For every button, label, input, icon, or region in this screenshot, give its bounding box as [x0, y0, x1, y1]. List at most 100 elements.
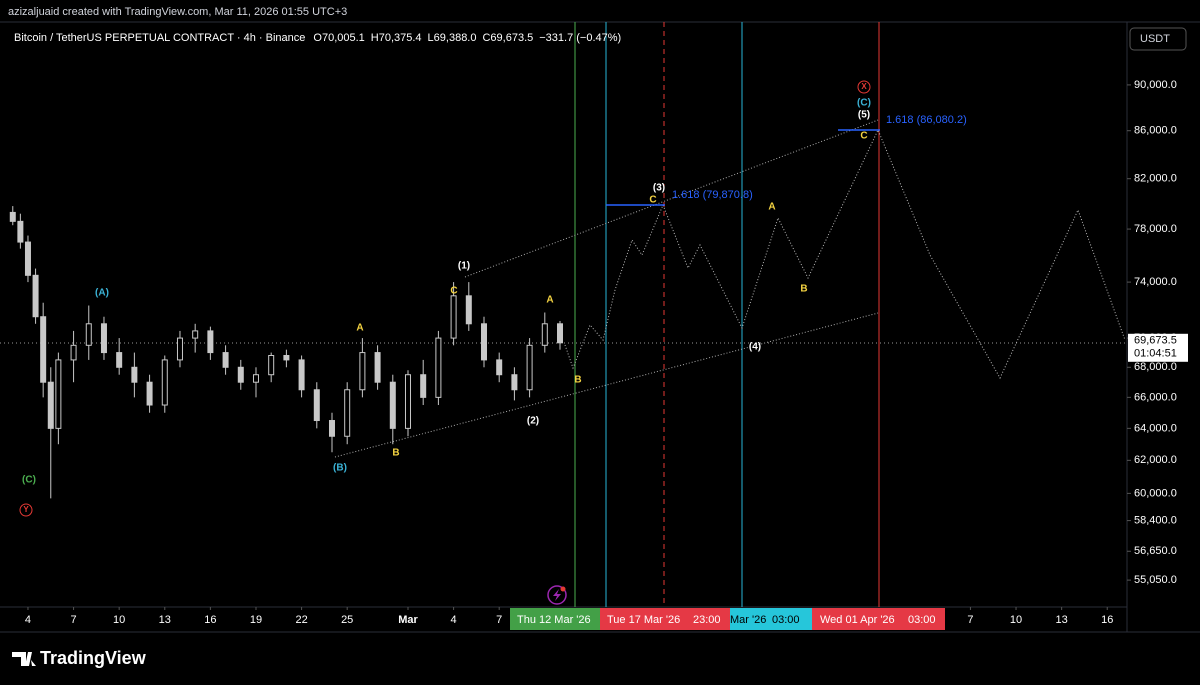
- candle-body: [47, 381, 54, 429]
- currency[interactable]: USDT: [1140, 33, 1170, 45]
- time-marker: [600, 608, 730, 630]
- candle-body: [131, 366, 138, 383]
- x-tick-label: 13: [159, 614, 171, 626]
- wave-label: A: [356, 323, 363, 334]
- candle-body: [32, 274, 39, 318]
- candle-body: [328, 420, 335, 437]
- wave-label: (1): [458, 261, 470, 272]
- wave-label: B: [392, 448, 399, 459]
- wave-label: C: [860, 131, 867, 142]
- candle-body: [192, 330, 199, 339]
- wave-label: (5): [858, 110, 870, 121]
- last-price-box: [1128, 333, 1188, 362]
- candle-body: [116, 352, 123, 368]
- x-tick-label: 7: [496, 614, 502, 626]
- candle-body: [237, 366, 244, 383]
- time-marker-label: 03:00: [772, 614, 800, 626]
- wave-label: B: [800, 284, 807, 295]
- candle-body: [55, 359, 62, 429]
- candle-body: [313, 389, 320, 422]
- y-tick-label: 66,000.0: [1134, 391, 1177, 403]
- wave-label: C: [649, 195, 656, 206]
- x-tick-label: 25: [341, 614, 353, 626]
- last-price-label: 69,673.5: [1134, 335, 1177, 347]
- candle-body: [268, 355, 275, 376]
- chart-title: Bitcoin / TetherUS PERPETUAL CONTRACT · …: [14, 32, 305, 44]
- x-tick-label: 7: [967, 614, 973, 626]
- x-tick-label: 4: [451, 614, 457, 626]
- candle-body: [161, 359, 168, 406]
- x-tick-label: 7: [71, 614, 77, 626]
- candle-body: [389, 381, 396, 429]
- wave-label: C: [450, 286, 457, 297]
- ohlc-value: C69,673.5: [482, 32, 533, 44]
- candle-body: [480, 323, 487, 361]
- candle-body: [222, 352, 229, 368]
- x-tick-label: 16: [204, 614, 216, 626]
- candle-body: [298, 359, 305, 391]
- time-marker-label: 23:00: [693, 614, 721, 626]
- candle-body: [17, 220, 24, 243]
- candle-body: [359, 352, 366, 391]
- currency-box[interactable]: [1129, 27, 1187, 51]
- candle-body: [85, 323, 92, 346]
- wave-label: (3): [653, 183, 665, 194]
- candle-body: [420, 374, 427, 398]
- x-tick-label: 10: [1010, 614, 1022, 626]
- time-marker-label: Wed 01 Apr '26: [820, 614, 895, 626]
- alert-icon-bolt: [553, 589, 561, 601]
- wave-label: X: [861, 82, 867, 91]
- ohlc-value: L69,388.0: [428, 32, 477, 44]
- candle-body: [146, 381, 153, 406]
- candle-body: [541, 323, 548, 346]
- y-tick-label: 58,400.0: [1134, 515, 1177, 527]
- candle-body: [450, 295, 457, 339]
- x-tick-label: 13: [1056, 614, 1068, 626]
- alert-icon[interactable]: [547, 585, 567, 605]
- wave-label: (B): [333, 463, 347, 474]
- wave-label: A: [768, 202, 775, 213]
- ohlc-value: O70,005.1: [313, 32, 364, 44]
- candle-body: [252, 374, 259, 383]
- y-tick-label: 90,000.0: [1134, 79, 1177, 91]
- candle-body: [526, 344, 533, 391]
- x-tick-label: 16: [1101, 614, 1113, 626]
- time-marker-label: 03:00: [908, 614, 936, 626]
- y-tick-label: 86,000.0: [1134, 125, 1177, 137]
- time-marker-label: Thu 12 Mar '26: [517, 614, 591, 626]
- candle-body: [344, 389, 351, 437]
- candle-body: [40, 316, 47, 383]
- time-marker: [730, 608, 812, 630]
- candle-body: [374, 352, 381, 383]
- ohlc-value: H70,375.4: [371, 32, 422, 44]
- x-tick-label: 19: [250, 614, 262, 626]
- candle-body: [24, 241, 31, 276]
- time-marker: [812, 608, 945, 630]
- wave-label: (A): [95, 288, 109, 299]
- alert-dot: [560, 586, 566, 592]
- y-tick-label: 74,000.0: [1134, 276, 1177, 288]
- projection-path: [564, 128, 1126, 380]
- countdown-label: 01:04:51: [1134, 348, 1177, 360]
- fib-label: 1.618 (79,870.8): [672, 189, 753, 201]
- candle-body: [557, 323, 564, 344]
- candle-body: [100, 323, 107, 354]
- wave-label: (C): [22, 475, 36, 486]
- time-marker-label: Mar '26: [730, 614, 766, 626]
- brand: TradingView: [40, 648, 147, 668]
- y-tick-label: 78,000.0: [1134, 223, 1177, 235]
- wave-label: (C): [857, 98, 871, 109]
- time-marker-label: Tue 17 Mar '26: [607, 614, 680, 626]
- credit: azizaljuaid created with TradingView.com…: [8, 6, 347, 18]
- annotation-circle: [857, 80, 871, 94]
- x-tick-label: 10: [113, 614, 125, 626]
- wave-label: B: [574, 375, 581, 386]
- y-tick-label: 82,000.0: [1134, 173, 1177, 185]
- candle-body: [283, 355, 290, 361]
- candle-body: [207, 330, 214, 354]
- candle-body: [9, 211, 16, 222]
- y-tick-label: 68,000.0: [1134, 361, 1177, 373]
- wave-label: Y: [23, 505, 29, 514]
- fib-label: 1.618 (86,080.2): [886, 114, 967, 126]
